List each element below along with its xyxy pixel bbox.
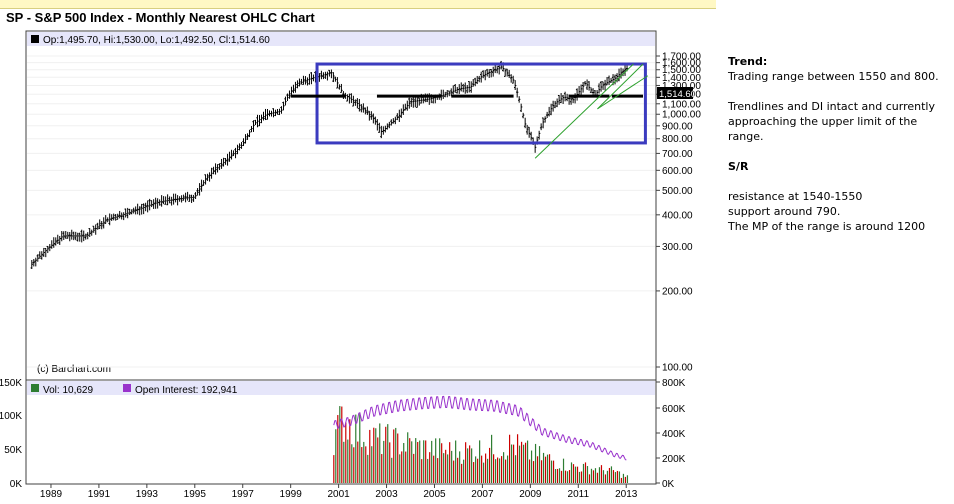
price-tick-label: 1,400.00 [662, 73, 701, 84]
price-tick-label: 600.00 [662, 166, 693, 177]
sr-heading: S/R [728, 160, 749, 173]
analysis-notes: Trend: Trading range between 1550 and 80… [728, 54, 948, 234]
copyright-label: (c) Barchart.com [37, 364, 111, 375]
ohlc-bars [30, 60, 629, 270]
last-price-tag [657, 87, 693, 99]
volume-panel-frame [25, 379, 657, 485]
time-tick-label: 1993 [136, 489, 159, 500]
sr-line-2: support around 790. [728, 205, 841, 218]
last-price-tag-label: 1,514.60 [659, 89, 696, 100]
volume-bars [333, 406, 629, 483]
volume-right-tick-label: 400K [662, 429, 686, 440]
sr-line-3: The MP of the range is around 1200 [728, 220, 926, 233]
annotations [290, 62, 649, 159]
time-tick-label: 2007 [471, 489, 494, 500]
time-tick-label: 2011 [568, 489, 590, 500]
price-tick-label: 500.00 [662, 186, 693, 197]
price-tick-label: 1,700.00 [662, 52, 701, 63]
price-tick-label: 1,500.00 [662, 65, 701, 76]
time-tick-label: 2003 [375, 489, 398, 500]
volume-right-tick-label: 600K [662, 404, 686, 415]
ohlc-chart: Op:1,495.70, Hi:1,530.00, Lo:1,492.50, C… [0, 30, 701, 500]
trendline [597, 63, 644, 110]
price-tick-label: 1,100.00 [662, 99, 701, 110]
volume-right-tick-label: 0K [662, 479, 675, 490]
volume-legend-marker [31, 384, 39, 392]
time-tick-label: 2009 [519, 489, 542, 500]
trend-text: Trading range between 1550 and 800. [728, 70, 939, 83]
trading-range-box [315, 62, 647, 145]
top-toolbar-strip [0, 0, 716, 9]
price-tick-label: 1,000.00 [662, 110, 701, 121]
price-tick-label: 800.00 [662, 134, 693, 145]
trendline [597, 75, 649, 110]
volume-right-tick-label: 800K [662, 378, 686, 389]
time-tick-label: 1995 [184, 489, 207, 500]
volume-legend-text: Vol: 10,629 [43, 385, 93, 396]
price-tick-label: 400.00 [662, 210, 693, 221]
trendline [534, 63, 634, 159]
price-tick-label: 200.00 [662, 286, 693, 297]
time-axis: 1989 1991 1993 1995 1997 1999 2001 2003 2005 2007… [40, 484, 638, 500]
chart-title: SP - S&P 500 Index - Monthly Nearest OHL… [6, 10, 315, 25]
volume-legend-bar [27, 381, 655, 395]
open-interest-legend-text: Open Interest: 192,941 [135, 385, 238, 396]
ohlc-legend-bar [27, 32, 655, 46]
price-tick-label: 1,300.00 [662, 81, 701, 92]
open-interest-legend-marker [123, 384, 131, 392]
sr-line-1: resistance at 1540-1550 [728, 190, 863, 203]
price-gridlines [27, 55, 655, 368]
price-tick-label: 300.00 [662, 242, 693, 253]
volume-axis: 150K 100K 50K 0K 800K 600K 400K 200K 0K [0, 378, 686, 490]
price-panel-frame [25, 30, 657, 381]
time-tick-label: 1999 [280, 489, 303, 500]
open-interest-series [333, 395, 627, 461]
time-tick-label: 1991 [88, 489, 111, 500]
time-tick-label: 1997 [232, 489, 255, 500]
time-tick-label: 1989 [40, 489, 63, 500]
time-tick-label: 2005 [423, 489, 446, 500]
trendlines-text: Trendlines and DI intact and currently a… [728, 100, 935, 143]
volume-left-tick-label: 150K [0, 378, 22, 389]
price-tick-label: 700.00 [662, 149, 693, 160]
price-tick-label: 100.00 [662, 363, 693, 374]
time-tick-label: 2013 [615, 489, 638, 500]
volume-left-tick-label: 50K [4, 445, 22, 456]
ohlc-legend-text: Op:1,495.70, Hi:1,530.00, Lo:1,492.50, C… [43, 35, 270, 46]
volume-left-tick-label: 100K [0, 411, 22, 422]
volume-right-tick-label: 200K [662, 454, 686, 465]
open-interest-line [333, 395, 627, 461]
volume-left-tick-label: 0K [10, 479, 23, 490]
time-tick-label: 2001 [327, 489, 350, 500]
price-tick-label: 1,600.00 [662, 58, 701, 69]
trend-heading: Trend: [728, 55, 768, 68]
ohlc-legend-marker [31, 35, 39, 43]
price-tick-label: 900.00 [662, 121, 693, 132]
